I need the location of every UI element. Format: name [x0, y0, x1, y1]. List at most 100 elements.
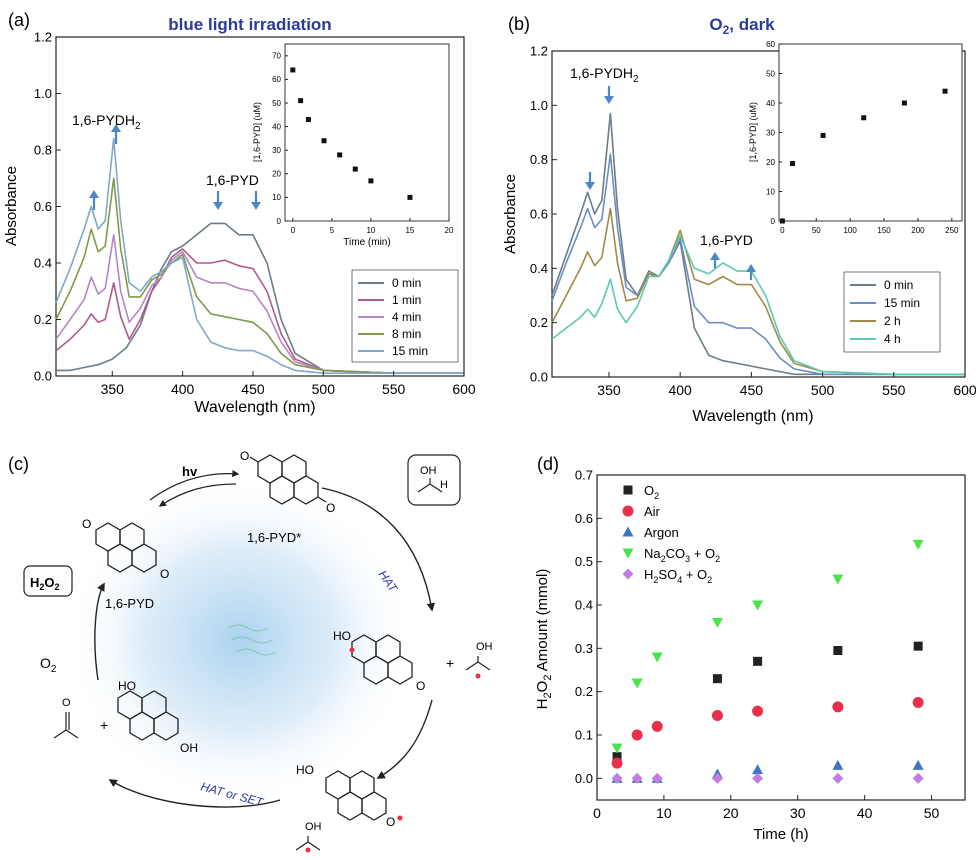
panel-a: (a) blue light irradiation 350 400 450 500 5…	[3, 10, 476, 416]
legend-label: 1 min	[392, 293, 421, 307]
x-tick-label: 5	[330, 226, 335, 235]
y-tick-label: 0.4	[34, 256, 52, 271]
acetone-structure	[53, 712, 79, 739]
data-point	[631, 729, 643, 741]
pyd-molecule	[95, 522, 157, 573]
data-point	[711, 710, 723, 721]
x-tick-label: 450	[241, 381, 265, 397]
legend-marker	[623, 485, 633, 495]
series-line	[551, 153, 965, 376]
panel-a-y-ticks: 0.0 0.2 0.4 0.6 0.8 1.0 1.2	[34, 30, 61, 384]
panel-b-label: (b)	[508, 14, 530, 34]
arrow-down-icon	[604, 96, 614, 104]
hv-forward-arrow	[149, 470, 240, 501]
series-line	[551, 234, 965, 376]
o2-label: O2	[40, 655, 57, 675]
x-tick-label: 550	[382, 381, 406, 397]
data-point	[752, 600, 764, 611]
legend-label: 8 min	[392, 327, 421, 341]
bottom-alcohol-structure	[295, 836, 321, 851]
x-tick-label: 500	[312, 381, 336, 397]
panel-a-xlabel: Wavelength (nm)	[194, 399, 315, 416]
radical-o: O	[416, 679, 425, 693]
data-point	[611, 757, 623, 769]
data-point	[712, 674, 722, 684]
data-point	[752, 764, 764, 775]
panel-d-x-ticks: 0 10 20 30 40 50	[593, 795, 940, 821]
legend-marker	[622, 526, 634, 537]
data-point	[912, 697, 924, 708]
x-tick-label: 550	[882, 382, 906, 398]
isopropanol-box	[407, 454, 461, 506]
h2o2-label: H2O2	[30, 575, 60, 592]
acetone-o: O	[62, 697, 71, 709]
data-point	[912, 772, 924, 784]
radical-dot-icon	[475, 673, 481, 679]
y-tick-label: 30	[272, 146, 281, 155]
pydh2-oh: OH	[180, 741, 198, 755]
inset-point	[298, 98, 304, 104]
isopropanol-structure	[417, 478, 443, 493]
legend-label: 0 min	[884, 278, 913, 292]
panel-b-ylabel: Absorbance	[502, 174, 519, 254]
panel-b-peak-label-pyd: 1,6-PYD	[700, 232, 753, 248]
data-point	[832, 772, 844, 784]
x-tick-label: 10	[656, 805, 672, 821]
panel-d-y-ticks: 0.0 0.1 0.2 0.3 0.4 0.5 0.6 0.7	[575, 468, 602, 786]
panel-a-ylabel: Absorbance	[3, 166, 20, 246]
arrow-down-icon	[213, 202, 223, 210]
panel-b: (b) O2, dark 350 400 450 500 550 600 0.00.20.…	[502, 14, 977, 425]
panel-b-xlabel: Wavelength (nm)	[692, 408, 813, 425]
series-line	[55, 248, 464, 374]
plus-sign: +	[100, 717, 108, 733]
legend-label: 4 min	[392, 310, 421, 324]
arrow-up-icon	[89, 190, 99, 198]
legend-label: 15 min	[884, 296, 920, 310]
panel-a-peak-label-pydh2: 1,6-PYDH2	[72, 112, 141, 132]
cycle-arrow	[108, 779, 281, 808]
y-tick-label: 0.1	[575, 728, 593, 743]
h2o2-box	[23, 565, 73, 597]
y-tick-label: 0.4	[575, 598, 593, 613]
x-tick-label: 250	[945, 226, 959, 235]
data-point	[753, 656, 763, 666]
y-tick-label: 0.2	[575, 684, 593, 699]
x-tick-label: 600	[953, 382, 977, 398]
legend-label: O2	[644, 483, 659, 501]
panel-d-ylabel: H2O2 Amount (mmol)	[534, 569, 554, 710]
x-tick-label: 500	[811, 382, 835, 398]
panel-b-x-ticks: 350 400 450 500 550 600	[597, 372, 977, 398]
series-line	[56, 222, 464, 374]
y-tick-label: 0.0	[575, 771, 593, 786]
inset-point	[790, 160, 796, 166]
panel-b-peak-label-pydh2: 1,6-PYDH2	[570, 65, 639, 85]
light-wave-icon	[227, 624, 277, 656]
legend-label: Air	[644, 504, 661, 519]
x-tick-label: 0	[593, 805, 601, 821]
panel-d: (d) 0 10 20 30 40 50 0.0 0.1 0.2 0.3 0.4 0.5 0.6 0.7…	[534, 454, 966, 843]
y-tick-label: 0	[771, 217, 776, 226]
panel-d-plot-frame	[596, 474, 966, 801]
x-tick-label: 0	[291, 226, 296, 235]
data-point	[832, 701, 844, 713]
data-point	[611, 743, 623, 754]
inset-point	[901, 100, 907, 106]
panel-a-x-ticks: 350 400 450 500 550 600	[101, 371, 476, 397]
x-tick-label: 150	[877, 226, 891, 235]
arrow-up-icon	[746, 264, 756, 272]
legend-label: 0 min	[392, 276, 421, 290]
legend-label: 2 h	[884, 314, 901, 328]
blue-light-glow	[65, 475, 415, 805]
inset-point	[368, 178, 374, 184]
panel-a-title: blue light irradiation	[168, 15, 331, 34]
panel-b-y-ticks: 0.0 0.2 0.4 0.6 0.8 1.0 1.2	[530, 44, 557, 385]
y-tick-label: 0.2	[530, 315, 548, 330]
pyd-star-o-bottom: O	[326, 501, 335, 515]
arrow-up-icon	[111, 124, 121, 132]
x-tick-label: 15	[405, 226, 414, 235]
x-tick-label: 350	[101, 381, 125, 397]
data-point	[631, 678, 643, 689]
x-tick-label: 450	[740, 382, 764, 398]
y-tick-label: 60	[272, 75, 281, 84]
legend-marker	[622, 505, 634, 517]
